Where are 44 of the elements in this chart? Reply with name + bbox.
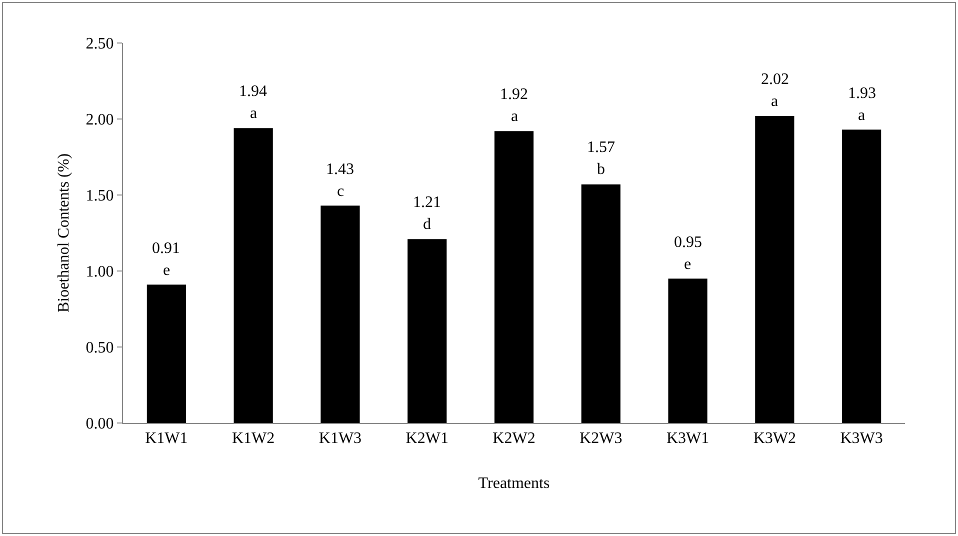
x-tick-label: K1W3: [318, 430, 362, 448]
y-tick-label: 2.50: [86, 36, 114, 53]
y-axis-title: Bioethanol Contents (%): [56, 153, 73, 313]
data-label: 2.02: [761, 71, 789, 88]
bar: [494, 131, 534, 423]
bar: [146, 284, 186, 423]
y-tick-label: 1.50: [86, 188, 114, 205]
data-label: 1.93: [848, 85, 876, 102]
x-axis-title: Treatments: [478, 474, 550, 492]
y-tick-label: 0.50: [86, 340, 114, 357]
bar: [842, 130, 882, 423]
bar: [408, 239, 447, 423]
data-label: 1.94: [239, 83, 267, 100]
data-label: 0.91: [152, 240, 180, 257]
annotation: a: [858, 107, 866, 124]
x-tick-label: K3W2: [753, 430, 796, 448]
annotation: a: [771, 93, 778, 110]
annotation: b: [597, 161, 605, 178]
annotation: e: [163, 262, 170, 279]
annotation: a: [250, 105, 258, 122]
annotation: c: [337, 183, 344, 200]
x-tick-label: K2W2: [492, 430, 536, 448]
x-tick-label: K1W2: [232, 430, 275, 448]
x-tick-label: K3W3: [840, 430, 883, 448]
bar: [234, 128, 273, 423]
data-label: 1.92: [500, 86, 528, 103]
x-tick-label: K1W1: [145, 430, 188, 448]
data-label: 0.95: [674, 234, 702, 251]
y-tick-label: 1.00: [86, 264, 114, 281]
bar: [755, 116, 794, 423]
data-label: 1.43: [326, 161, 354, 178]
y-tick-label: 2.00: [86, 112, 114, 129]
data-label: 1.21: [413, 194, 441, 211]
x-tick-label: K2W3: [580, 430, 622, 448]
bar: [320, 206, 360, 423]
annotation: a: [511, 108, 518, 125]
x-tick-label: K2W1: [406, 430, 448, 448]
x-tick-label: K3W1: [666, 430, 710, 448]
annotation: d: [423, 216, 431, 233]
data-label: 1.57: [587, 139, 615, 156]
bar: [581, 184, 620, 423]
bar: [668, 278, 708, 423]
annotation: e: [684, 256, 692, 273]
y-tick-label: 0.00: [86, 416, 114, 433]
